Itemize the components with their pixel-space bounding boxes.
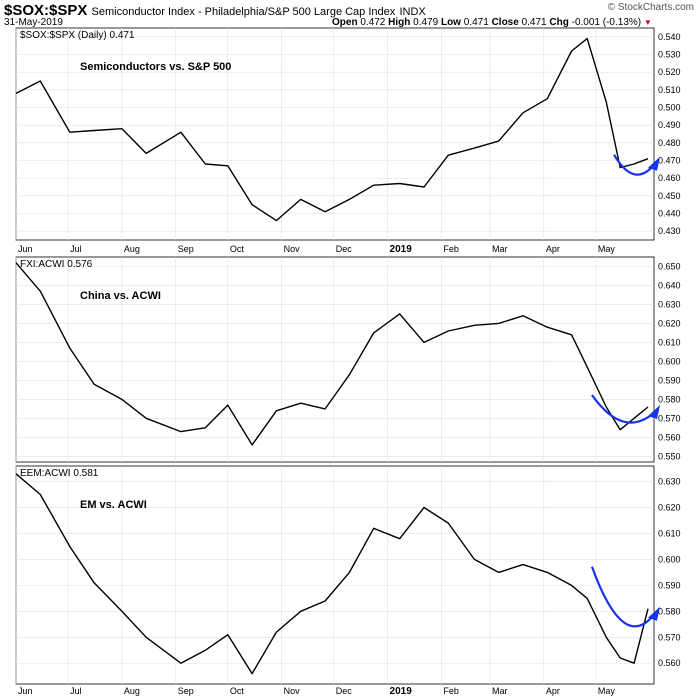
x-tick-label: Aug <box>124 686 140 696</box>
x-tick-label: Oct <box>230 686 245 696</box>
chart-title: $SOX:$SPX Semiconductor Index - Philadel… <box>4 2 426 19</box>
arrowhead-icon <box>648 606 660 621</box>
open-label: Open <box>332 17 358 28</box>
x-tick-label: Apr <box>546 244 560 254</box>
panel-annotation: EM vs. ACWI <box>80 499 147 511</box>
series-line-2 <box>15 262 649 446</box>
x-tick-label: Mar <box>492 686 508 696</box>
y-tick-label: 0.600 <box>658 356 681 366</box>
y-tick-label: 0.440 <box>658 209 681 219</box>
high-value: 0.479 <box>413 17 439 28</box>
chg-value: -0.001 (-0.13%) <box>571 17 642 28</box>
x-tick-label: Jul <box>70 244 82 254</box>
annotation-arc <box>591 394 655 424</box>
y-tick-label: 0.610 <box>658 528 681 538</box>
x-tick-label: Aug <box>124 244 140 254</box>
triangle-down-icon: ▼ <box>643 18 652 27</box>
x-tick-label: Nov <box>284 244 301 254</box>
y-tick-label: 0.520 <box>658 67 681 77</box>
high-label: High <box>388 17 411 28</box>
x-tick-label: Feb <box>443 244 459 254</box>
x-tick-label: Feb <box>443 686 459 696</box>
close-value: 0.471 <box>521 17 547 28</box>
y-tick-label: 0.610 <box>658 337 681 347</box>
x-tick-label: Sep <box>178 686 194 696</box>
x-tick-label: Oct <box>230 244 245 254</box>
panel-2-frame <box>15 256 655 463</box>
y-tick-label: 0.500 <box>658 103 681 113</box>
y-tick-label: 0.550 <box>658 451 681 461</box>
x-tick-label: May <box>598 686 616 696</box>
y-tick-label: 0.560 <box>658 432 681 442</box>
series-line-3 <box>15 473 649 675</box>
y-tick-label: 0.530 <box>658 50 681 60</box>
y-tick-label: 0.590 <box>658 580 681 590</box>
y-tick-label: 0.560 <box>658 658 681 668</box>
y-tick-label: 0.450 <box>658 191 681 201</box>
x-tick-label: Jun <box>18 244 33 254</box>
panel-1-frame <box>15 27 655 241</box>
credit-label: © StockCharts.com <box>607 2 694 13</box>
y-tick-label: 0.650 <box>658 261 681 271</box>
chg-label: Chg <box>549 17 569 28</box>
y-tick-label: 0.490 <box>658 120 681 130</box>
y-tick-label: 0.430 <box>658 226 681 236</box>
subtitle-label: Semiconductor Index - Philadelphia/S&P 5… <box>91 6 396 18</box>
panel-annotation: Semiconductors vs. S&P 500 <box>80 61 231 73</box>
series-legend-label: $SOX:$SPX (Daily) 0.471 <box>20 30 135 41</box>
panel-annotation: China vs. ACWI <box>80 290 161 302</box>
y-tick-label: 0.460 <box>658 173 681 183</box>
series-legend-label: EEM:ACWI 0.581 <box>20 468 99 479</box>
exchange-label: INDX <box>399 6 426 18</box>
y-tick-label: 0.580 <box>658 394 681 404</box>
y-tick-label: 0.630 <box>658 299 681 309</box>
y-tick-label: 0.620 <box>658 503 681 513</box>
x-tick-label: Sep <box>178 244 194 254</box>
x-tick-label: Apr <box>546 686 560 696</box>
arrowhead-icon <box>648 156 660 171</box>
x-tick-label: Jul <box>70 686 82 696</box>
series-line-1 <box>15 37 649 222</box>
stockcharts-credit[interactable]: © StockCharts.com <box>608 2 694 13</box>
x-tick-label: 2019 <box>390 244 413 255</box>
y-tick-label: 0.570 <box>658 413 681 423</box>
series-legend-label: FXI:ACWI 0.576 <box>20 259 93 270</box>
low-value: 0.471 <box>463 17 489 28</box>
ohlc-readout: Open 0.472 High 0.479 Low 0.471 Close 0.… <box>332 17 652 28</box>
y-tick-label: 0.540 <box>658 32 681 42</box>
x-tick-label: Dec <box>336 686 353 696</box>
y-tick-label: 0.510 <box>658 85 681 95</box>
y-tick-label: 0.630 <box>658 477 681 487</box>
x-tick-label: 2019 <box>390 686 413 697</box>
open-value: 0.472 <box>360 17 386 28</box>
x-tick-label: Nov <box>284 686 301 696</box>
date-label: 31-May-2019 <box>4 17 63 28</box>
y-tick-label: 0.470 <box>658 156 681 166</box>
arrowhead-icon <box>648 404 660 419</box>
y-tick-label: 0.480 <box>658 138 681 148</box>
annotation-arc <box>590 566 655 628</box>
y-tick-label: 0.570 <box>658 632 681 642</box>
low-label: Low <box>440 17 461 28</box>
x-tick-label: Mar <box>492 244 508 254</box>
x-tick-label: Dec <box>336 244 353 254</box>
close-label: Close <box>491 17 519 28</box>
y-tick-label: 0.640 <box>658 280 681 290</box>
y-tick-label: 0.600 <box>658 554 681 564</box>
x-tick-label: Jun <box>18 686 33 696</box>
y-tick-label: 0.580 <box>658 606 681 616</box>
y-tick-label: 0.590 <box>658 375 681 385</box>
y-tick-label: 0.620 <box>658 318 681 328</box>
symbol-label: $SOX:$SPX <box>4 2 88 19</box>
x-tick-label: May <box>598 244 616 254</box>
